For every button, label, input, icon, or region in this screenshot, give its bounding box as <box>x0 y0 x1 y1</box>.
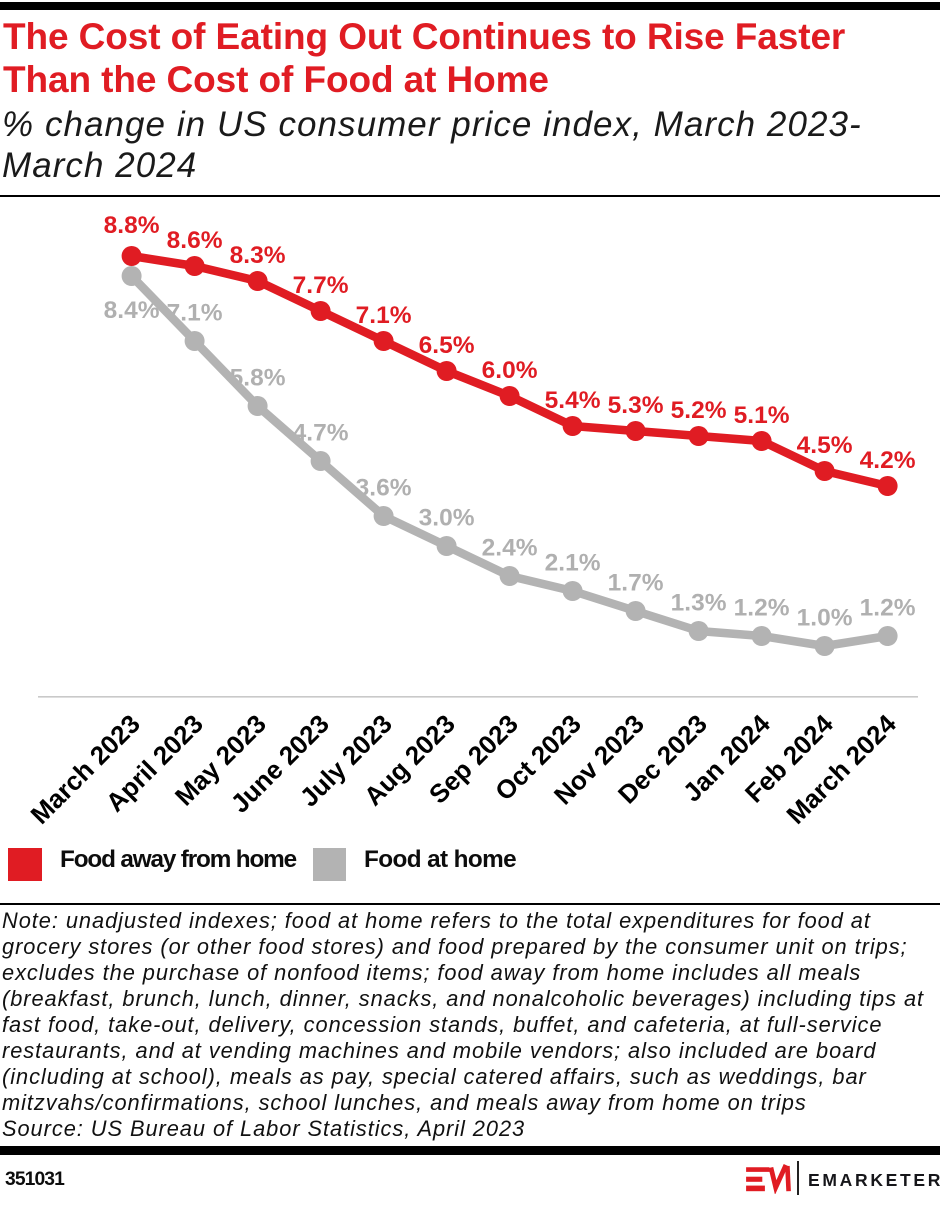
svg-text:5.2%: 5.2% <box>671 397 727 424</box>
svg-text:5.3%: 5.3% <box>608 392 664 419</box>
svg-text:5.1%: 5.1% <box>734 402 790 429</box>
svg-text:8.6%: 8.6% <box>167 227 223 254</box>
svg-text:6.0%: 6.0% <box>482 357 538 384</box>
svg-text:2.1%: 2.1% <box>545 550 601 577</box>
svg-text:1.2%: 1.2% <box>860 595 916 622</box>
svg-text:1.3%: 1.3% <box>671 590 727 617</box>
svg-text:7.1%: 7.1% <box>356 302 412 329</box>
svg-text:2.4%: 2.4% <box>482 535 538 562</box>
svg-text:5.4%: 5.4% <box>545 387 601 414</box>
svg-text:7.7%: 7.7% <box>293 272 349 299</box>
svg-text:8.4%: 8.4% <box>104 297 160 324</box>
svg-text:8.8%: 8.8% <box>104 212 160 239</box>
svg-text:3.0%: 3.0% <box>419 505 475 532</box>
svg-text:8.3%: 8.3% <box>230 242 286 269</box>
svg-text:1.7%: 1.7% <box>608 570 664 597</box>
svg-text:1.0%: 1.0% <box>797 605 853 632</box>
svg-text:1.2%: 1.2% <box>734 595 790 622</box>
svg-text:6.5%: 6.5% <box>419 332 475 359</box>
svg-text:4.5%: 4.5% <box>797 432 853 459</box>
svg-text:4.2%: 4.2% <box>860 447 916 474</box>
